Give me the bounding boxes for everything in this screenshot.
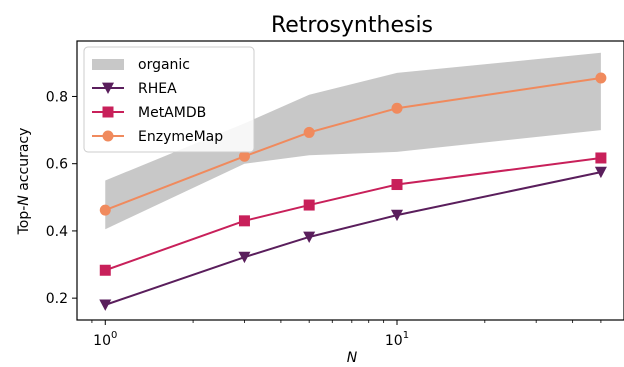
metamdb-point [99,264,111,276]
legend-label-organic: organic [138,57,190,73]
rhea-point [303,231,316,243]
legend-label-metamdb: MetAMDB [138,105,206,121]
plot-area [99,52,607,311]
y-tick-label: 0.8 [46,89,68,105]
legend-marker-enzymemap [102,130,114,142]
enzymemap-point [595,72,607,84]
rhea-point [594,166,607,179]
rhea-point [238,251,251,264]
enzymemap-point [391,102,403,114]
metamdb-point [303,199,315,211]
enzymemap-point [99,204,111,216]
x-tick-label: 101 [385,330,409,349]
series-metamdb [99,152,607,276]
legend-marker-metamdb [102,106,114,118]
chart-title: Retrosynthesis [271,13,433,38]
legend-box [83,46,255,153]
legend-label-rhea: RHEA [138,81,177,97]
legend-swatch-organic [92,59,124,70]
legend-label-enzymemap: EnzymeMap [138,129,223,145]
metamdb-point [391,179,403,191]
axes: 0.2 0.4 0.6 0.8 100 101 [46,40,624,349]
series-enzymemap [99,72,607,216]
rhea-point [390,209,403,222]
metamdb-point [595,152,607,164]
y-tick-label: 0.4 [46,224,68,240]
axes-frame [76,40,624,321]
x-tick-label: 100 [93,330,117,349]
enzymemap-point [303,126,315,138]
y-axis-label: Top-N accuracy [16,128,32,236]
x-axis-label: N [347,350,358,366]
metamdb-point [238,215,250,227]
enzymemap-point [238,150,250,162]
y-tick-label: 0.6 [46,157,68,173]
series-rhea [99,166,607,311]
rhea-point [99,299,112,311]
y-tick-label: 0.2 [46,291,68,307]
legend: organic RHEA MetAMDB EnzymeMap [83,46,255,153]
legend-marker-rhea [102,82,114,94]
